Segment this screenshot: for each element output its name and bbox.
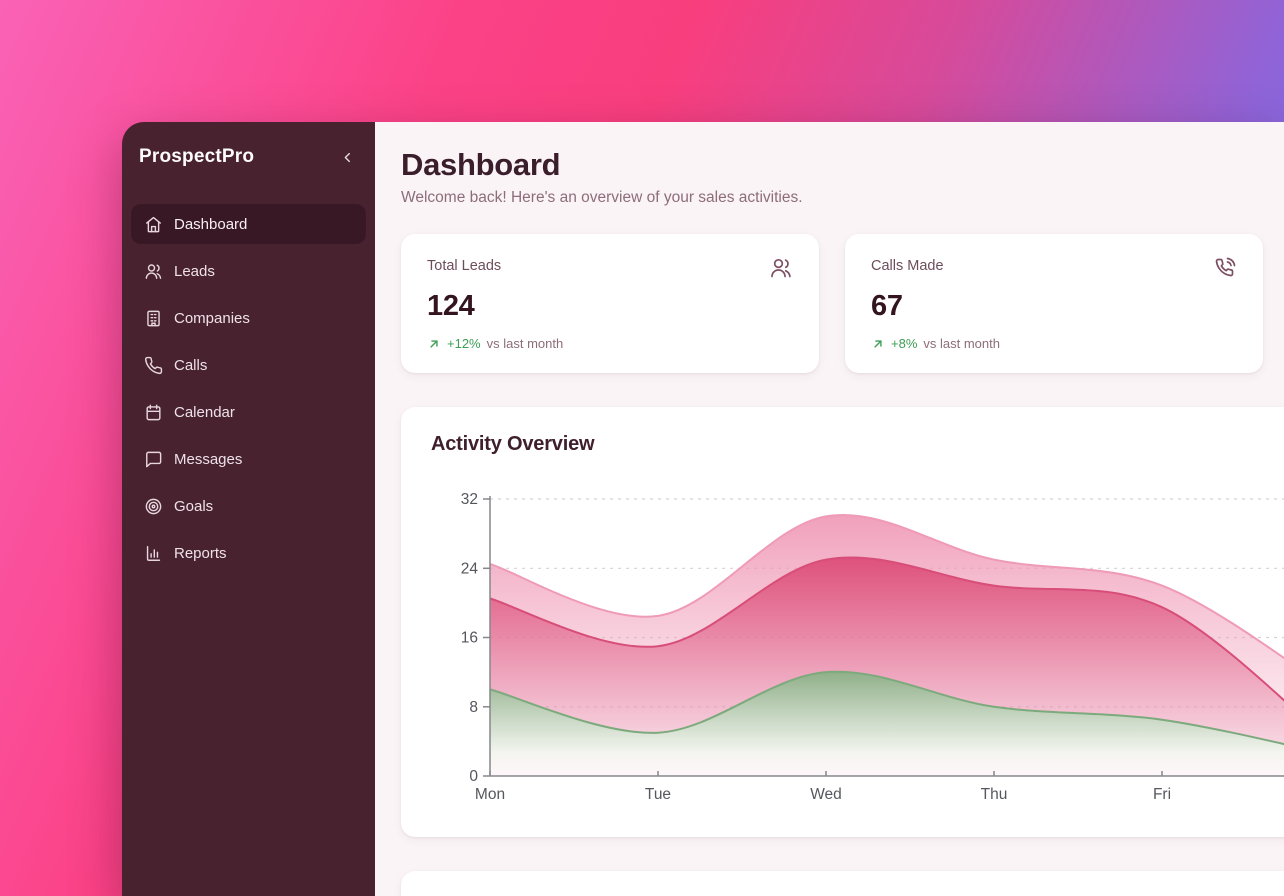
activity-chart: 08162432MonTueWedThuFriSat [431, 492, 1284, 810]
stat-label: Total Leads [427, 258, 502, 274]
message-icon [146, 451, 162, 467]
sidebar-nav: Dashboard Leads Companies Calls Calendar… [131, 204, 366, 573]
chevron-left-icon [344, 152, 350, 162]
calendar-icon [146, 404, 161, 420]
phone-icon [144, 356, 163, 374]
sidebar-header: ProspectPro [131, 146, 366, 168]
arrow-up-right-icon [874, 339, 882, 348]
stat-trend-suffix: vs last month [486, 336, 564, 351]
target-icon [145, 498, 162, 514]
sidebar-item-reports[interactable]: Reports [131, 533, 366, 573]
y-axis-tick-label: 16 [461, 630, 478, 647]
stat-value: 124 [427, 290, 475, 322]
stat-trend-suffix: vs last month [923, 336, 1000, 351]
line-series-green [489, 670, 1284, 746]
y-axis-tick-label: 0 [469, 768, 478, 785]
stat-trend: +12% vs last month [427, 336, 793, 351]
line-series-rose [489, 556, 1284, 702]
activity-chart-svg: 08162432MonTueWedThuFriSat [461, 492, 1284, 803]
sidebar-item-calendar[interactable]: Calendar [131, 392, 366, 432]
x-axis-tick-label: Wed [810, 786, 842, 803]
app-window: ProspectPro Dashboard Leads Companies Ca… [122, 122, 1284, 896]
app-logo: ProspectPro [139, 146, 255, 167]
x-axis-tick-label: Fri [1153, 786, 1171, 803]
next-section-card [401, 871, 1284, 896]
home-icon [146, 216, 161, 232]
users-icon [145, 263, 162, 279]
sidebar-collapse-button[interactable] [337, 147, 358, 168]
users-icon [771, 258, 791, 278]
sidebar-item-calls[interactable]: Calls [131, 345, 366, 385]
sidebar-item-goals[interactable]: Goals [131, 486, 366, 526]
y-axis-tick-label: 24 [461, 560, 479, 577]
main-content: Dashboard Welcome back! Here's an overvi… [375, 122, 1284, 896]
chart-title: Activity Overview [431, 433, 595, 455]
y-axis-tick-label: 8 [469, 699, 478, 716]
chart-icon [146, 545, 161, 561]
stat-trend: +8% vs last month [871, 336, 1237, 351]
area-series-green [490, 671, 1284, 776]
activity-overview-card: Activity Overview 0 8 16 24 32 Mon Tue Wed Thu Fr… [401, 407, 1284, 837]
sidebar-item-companies[interactable]: Companies [131, 298, 366, 338]
sidebar: ProspectPro Dashboard Leads Companies Ca… [122, 122, 375, 896]
page-subtitle: Welcome back! Here's an overview of your… [401, 189, 803, 206]
sidebar-item-dashboard[interactable]: Dashboard [131, 204, 366, 244]
stats-row: Total Leads 124 +12% vs last month Calls… [401, 234, 1263, 373]
stat-trend-percent: +12% [447, 336, 481, 351]
phone-call-icon [1215, 257, 1236, 277]
line-series-pink-light [489, 514, 1284, 660]
stat-card-calls-made: Calls Made 67 +8% vs last month [845, 234, 1263, 373]
sidebar-item-leads[interactable]: Leads [131, 251, 366, 291]
sidebar-item-messages[interactable]: Messages [131, 439, 366, 479]
stat-card-total-leads: Total Leads 124 +12% vs last month [401, 234, 819, 373]
x-axis-tick-label: Tue [645, 786, 671, 803]
stat-value: 67 [871, 290, 903, 322]
page-title: Dashboard [401, 147, 561, 182]
stat-trend-percent: +8% [891, 336, 918, 351]
building-icon [147, 310, 160, 326]
arrow-up-right-icon [430, 339, 438, 348]
x-axis-tick-label: Thu [981, 786, 1008, 803]
x-axis-tick-label: Mon [475, 786, 505, 803]
y-axis-tick-label: 32 [461, 492, 478, 508]
stat-label: Calls Made [871, 258, 944, 274]
